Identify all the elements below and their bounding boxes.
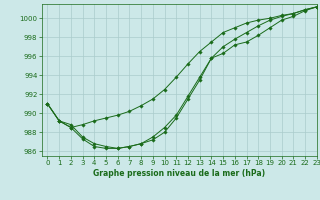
X-axis label: Graphe pression niveau de la mer (hPa): Graphe pression niveau de la mer (hPa) (93, 169, 265, 178)
